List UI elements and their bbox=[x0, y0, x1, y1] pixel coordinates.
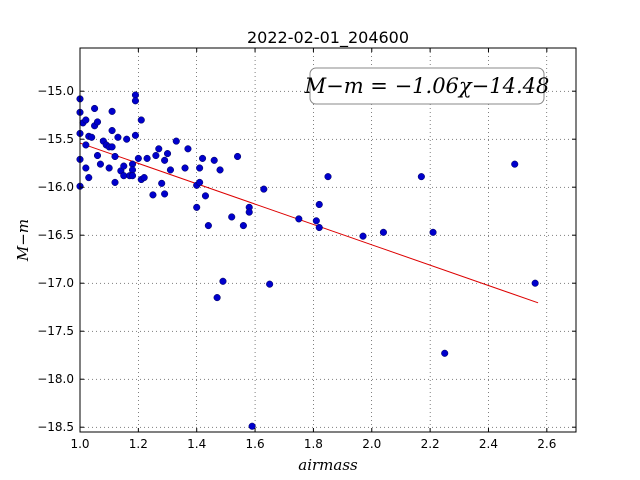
y-tick-label: −18.0 bbox=[37, 372, 74, 386]
data-point bbox=[234, 152, 242, 161]
fit-line bbox=[79, 142, 539, 304]
data-point bbox=[161, 156, 169, 164]
data-points bbox=[76, 91, 539, 430]
plot-frame bbox=[79, 47, 577, 433]
data-point bbox=[114, 133, 122, 141]
x-tick-label: 1.6 bbox=[246, 437, 265, 451]
y-tick-labels: −15.0 −15.5 −16.0 −16.5 −17.0 −17.5 −18.0 −18.5 bbox=[37, 84, 74, 434]
data-point bbox=[315, 200, 323, 209]
x-tick-label: 2.0 bbox=[362, 437, 381, 451]
data-point bbox=[213, 294, 221, 302]
data-point bbox=[295, 215, 303, 223]
data-point bbox=[108, 107, 116, 115]
data-point bbox=[111, 178, 119, 186]
data-point bbox=[429, 228, 437, 236]
data-point bbox=[359, 232, 367, 240]
data-point bbox=[108, 143, 116, 151]
data-point bbox=[166, 166, 174, 174]
data-point bbox=[260, 185, 268, 193]
data-point bbox=[96, 160, 104, 168]
data-point bbox=[219, 277, 227, 285]
data-point bbox=[82, 164, 90, 172]
y-tick-label: −15.0 bbox=[37, 84, 74, 98]
x-tick-label: 1.2 bbox=[129, 437, 148, 451]
data-point bbox=[201, 192, 210, 200]
data-point bbox=[239, 222, 247, 230]
data-point bbox=[88, 133, 96, 141]
y-axis-label: M−m bbox=[14, 219, 32, 262]
data-point bbox=[266, 280, 274, 288]
data-point bbox=[158, 179, 166, 187]
data-point bbox=[441, 349, 449, 357]
data-point bbox=[105, 164, 113, 172]
x-axis-label: airmass bbox=[298, 456, 358, 474]
data-point bbox=[91, 104, 99, 113]
data-point bbox=[193, 203, 201, 211]
data-point bbox=[198, 154, 207, 162]
y-tick-label: −16.5 bbox=[37, 228, 74, 242]
data-point bbox=[531, 279, 539, 287]
data-point bbox=[196, 164, 204, 172]
y-tick-label: −16.0 bbox=[37, 180, 74, 194]
data-point bbox=[196, 178, 204, 186]
data-point bbox=[216, 166, 224, 174]
grid-lines bbox=[79, 48, 576, 432]
data-point bbox=[228, 213, 236, 221]
data-point bbox=[210, 156, 218, 164]
x-tick-labels: 1.0 1.2 1.4 1.6 1.8 2.0 2.2 2.4 2.6 bbox=[70, 437, 556, 451]
data-point bbox=[312, 217, 320, 225]
axis-ticks bbox=[79, 48, 576, 432]
data-point bbox=[245, 208, 253, 216]
data-point bbox=[417, 173, 425, 181]
data-point bbox=[128, 172, 137, 180]
plot-area bbox=[80, 48, 576, 432]
x-tick-label: 1.0 bbox=[70, 437, 89, 451]
x-tick-label: 1.4 bbox=[187, 437, 206, 451]
data-point bbox=[315, 223, 323, 232]
data-point bbox=[93, 151, 102, 160]
data-point bbox=[85, 174, 93, 182]
fit-line-layer bbox=[79, 142, 539, 304]
data-point bbox=[163, 150, 172, 158]
y-tick-label: −17.0 bbox=[37, 276, 74, 290]
annotation-text: M−m = −1.06χ−14.48 bbox=[304, 74, 550, 98]
y-tick-label: −17.5 bbox=[37, 324, 74, 338]
data-point bbox=[155, 145, 163, 153]
data-point bbox=[204, 222, 212, 230]
annotation-box bbox=[309, 67, 545, 105]
data-point bbox=[108, 127, 116, 135]
data-point bbox=[131, 97, 139, 105]
data-point bbox=[143, 154, 151, 162]
y-tick-label: −18.5 bbox=[37, 420, 74, 434]
data-point bbox=[93, 118, 102, 126]
x-tick-label: 2.4 bbox=[479, 437, 498, 451]
data-point bbox=[137, 116, 145, 124]
data-point bbox=[184, 145, 192, 153]
data-point bbox=[181, 164, 189, 172]
data-point bbox=[324, 173, 332, 181]
x-tick-label: 2.2 bbox=[421, 437, 440, 451]
data-point bbox=[120, 162, 128, 170]
data-point bbox=[82, 116, 90, 124]
x-tick-label: 1.8 bbox=[304, 437, 323, 451]
data-point bbox=[82, 141, 90, 149]
data-point bbox=[134, 154, 142, 162]
data-point bbox=[149, 191, 157, 199]
data-point bbox=[123, 135, 131, 143]
data-point bbox=[511, 160, 519, 168]
data-point bbox=[111, 152, 119, 161]
y-tick-label: −15.5 bbox=[37, 132, 74, 146]
fit-equation-annotation: M−m = −1.06χ−14.48 bbox=[304, 67, 550, 105]
data-point bbox=[161, 190, 169, 198]
data-point bbox=[379, 228, 387, 236]
data-point bbox=[172, 137, 180, 145]
data-point bbox=[131, 131, 139, 139]
data-point bbox=[248, 422, 256, 430]
data-point bbox=[152, 151, 160, 160]
x-tick-label: 2.6 bbox=[537, 437, 556, 451]
chart-title: 2022-02-01_204600 bbox=[247, 28, 409, 48]
data-point bbox=[140, 174, 148, 182]
